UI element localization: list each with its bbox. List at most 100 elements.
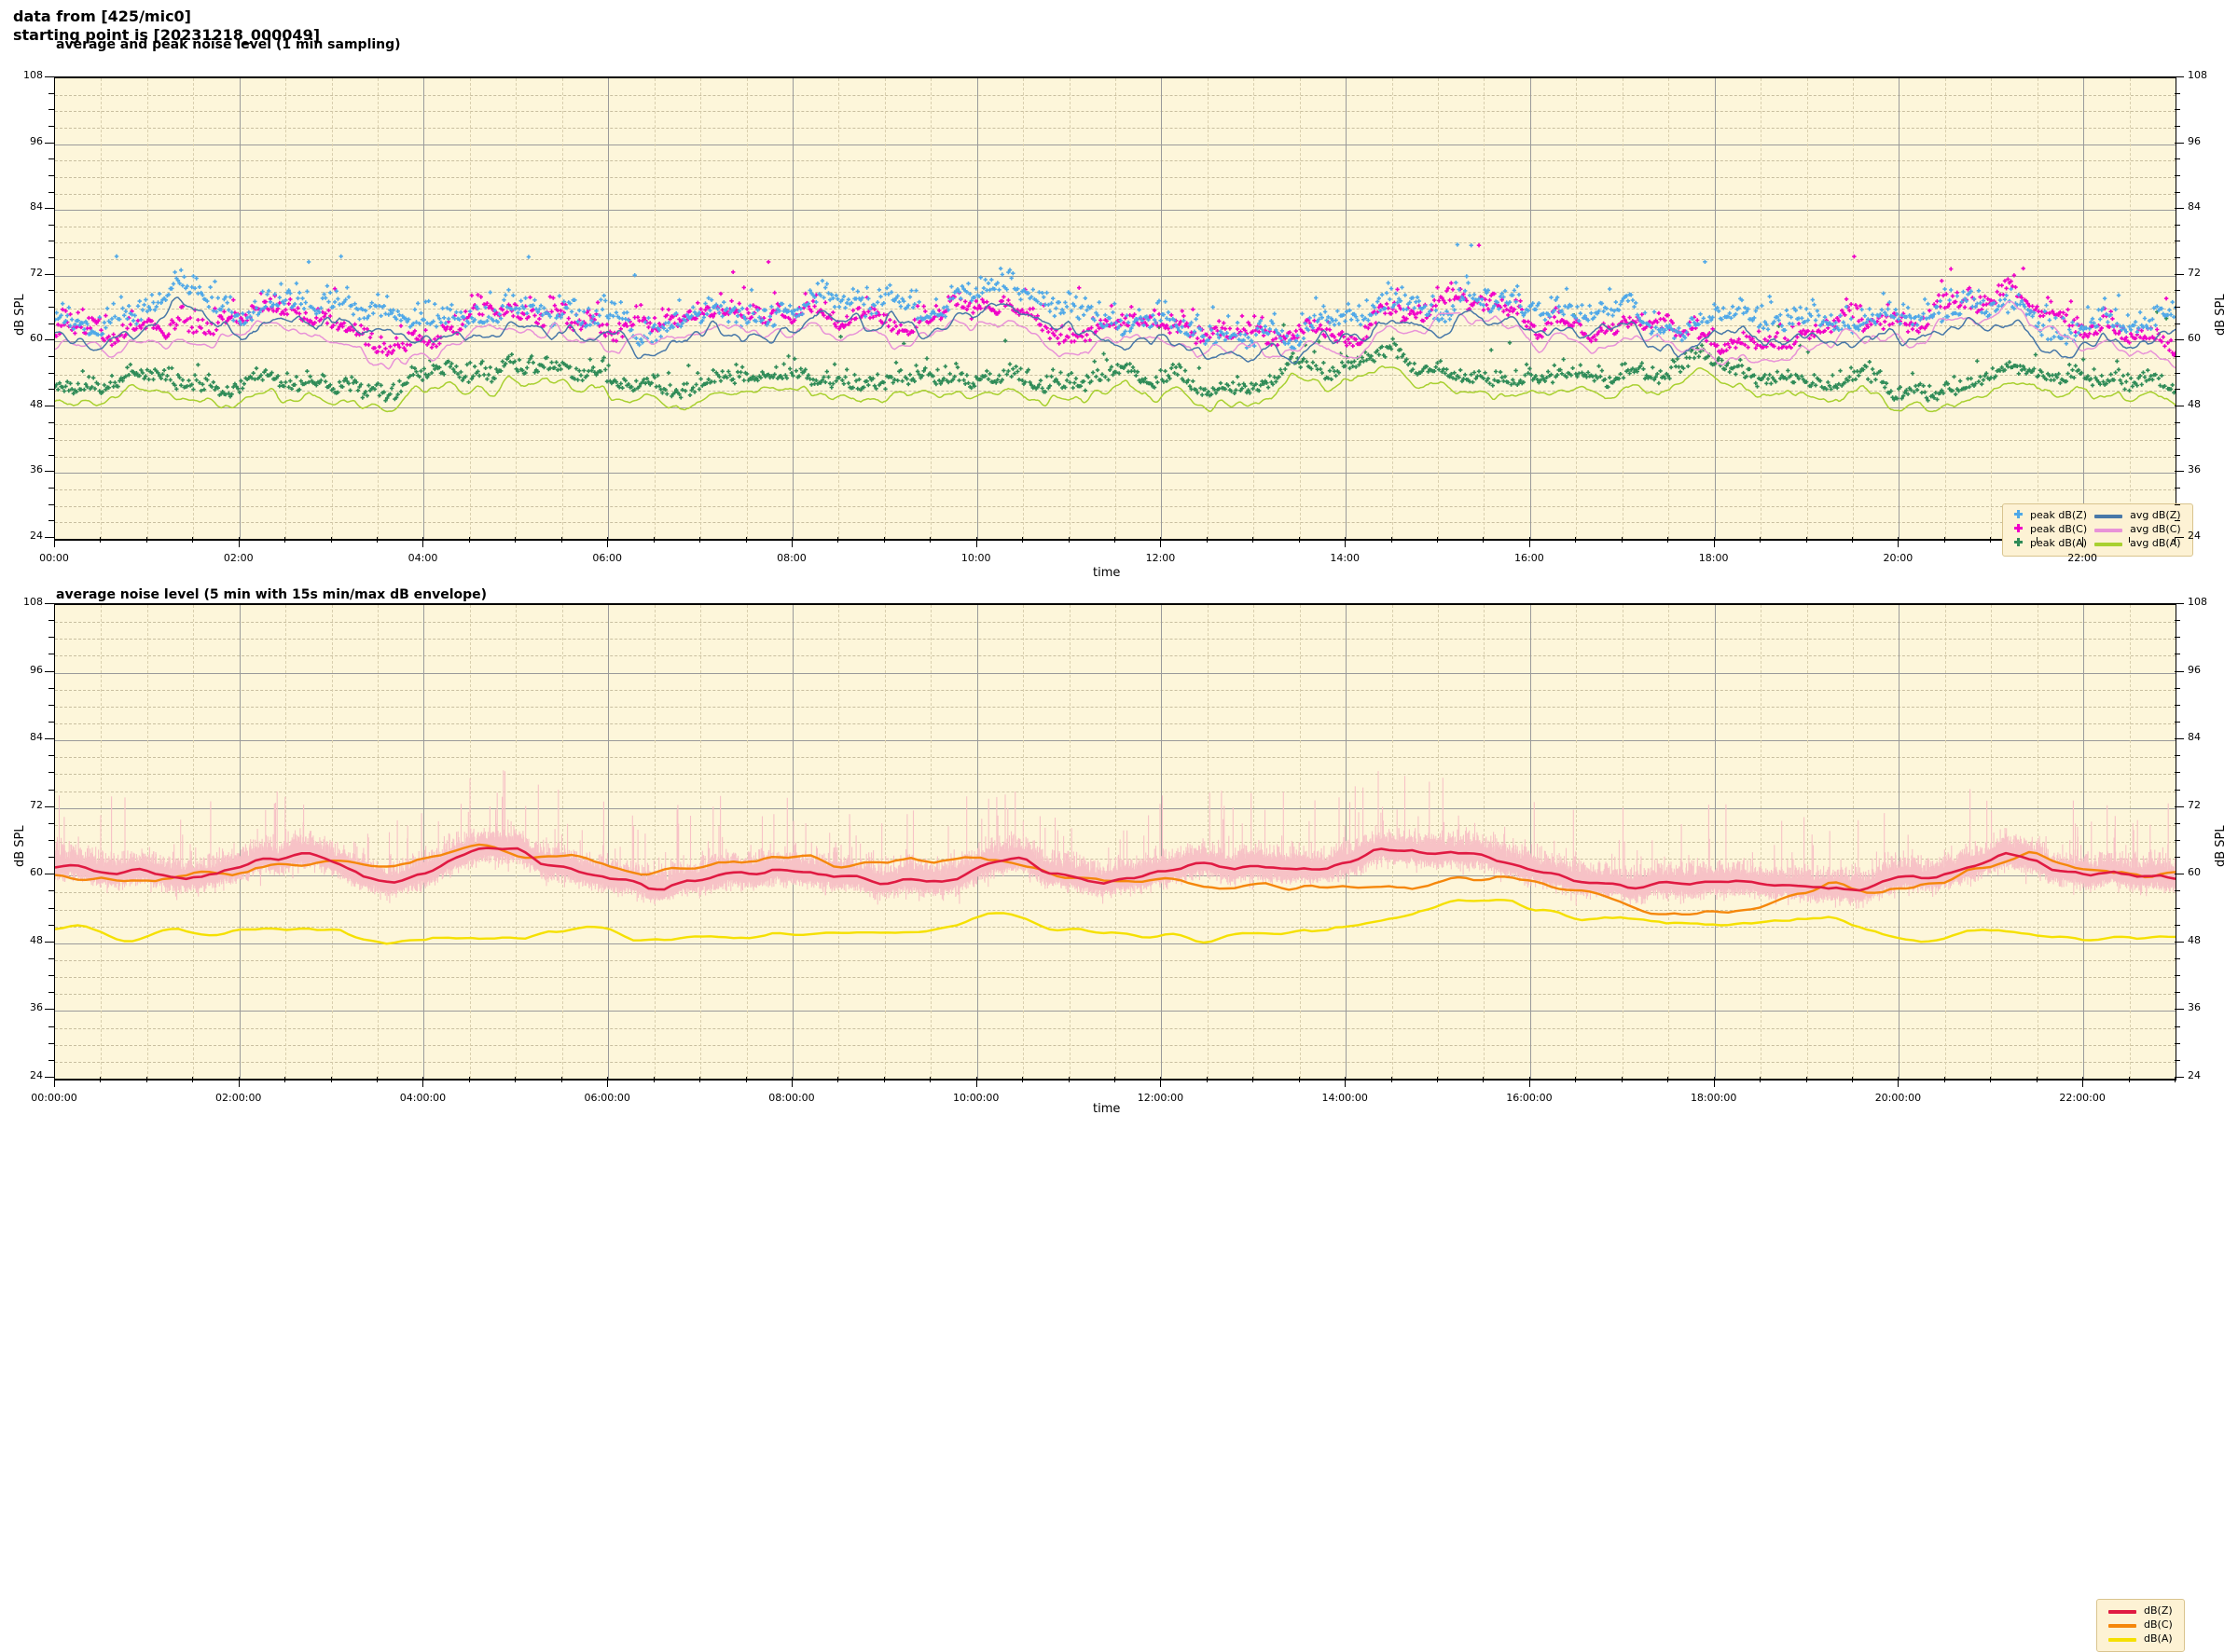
y-tick — [2175, 857, 2180, 859]
x-tick — [192, 1077, 194, 1082]
x-tick — [2175, 1077, 2176, 1082]
y-tick — [48, 421, 54, 423]
panel2-plot-area — [54, 603, 2176, 1081]
x-tick — [975, 537, 977, 547]
y-tick — [2175, 1059, 2180, 1061]
x-tick — [515, 1077, 517, 1082]
y-tick-label: 24 — [2188, 1069, 2201, 1081]
y-tick — [2175, 92, 2180, 94]
legend-line-swatch — [2091, 537, 2126, 551]
y-tick — [48, 174, 54, 176]
gridline-minor-v — [1115, 605, 1116, 1079]
y-tick — [48, 125, 54, 127]
y-tick — [45, 142, 54, 144]
x-tick — [2036, 1077, 2038, 1082]
y-tick — [45, 76, 54, 77]
y-tick — [2175, 503, 2180, 505]
y-tick-label: 36 — [2188, 463, 2201, 476]
gridline-minor-v — [1944, 605, 1946, 1079]
y-tick — [2175, 890, 2180, 892]
gridline-minor-v — [1852, 605, 1854, 1079]
y-tick — [2175, 1009, 2184, 1011]
y-tick — [48, 637, 54, 639]
x-tick — [1667, 537, 1669, 543]
y-tick — [48, 257, 54, 259]
x-tick-label: 12:00 — [1145, 552, 1176, 564]
y-tick — [2175, 907, 2180, 909]
gridline-minor-v — [1069, 78, 1071, 539]
y-tick-label: 72 — [2188, 266, 2201, 279]
y-tick-label: 24 — [30, 1069, 43, 1081]
panel2-title: average noise level (5 min with 15s min/… — [56, 587, 488, 602]
series-avg-dbZ — [55, 296, 2176, 365]
y-tick — [48, 355, 54, 357]
y-tick — [2175, 520, 2180, 522]
y-tick — [48, 822, 54, 824]
gridline-minor-v — [1852, 78, 1854, 539]
y-tick — [45, 941, 54, 943]
x-tick — [330, 1077, 332, 1082]
x-tick — [1667, 1077, 1669, 1082]
series-peak-dbZ — [55, 242, 2176, 351]
x-tick — [1851, 1077, 1853, 1082]
y-tick — [48, 907, 54, 909]
y-tick-label: 84 — [2188, 200, 2201, 213]
x-tick — [1713, 537, 1715, 547]
x-tick-label: 22:00:00 — [2059, 1092, 2106, 1104]
y-tick — [2175, 488, 2180, 489]
y-tick — [48, 92, 54, 94]
y-tick-label: 60 — [30, 866, 43, 879]
y-tick — [48, 454, 54, 456]
x-tick — [1160, 1077, 1162, 1087]
panel2-ylabel-left: dB SPL — [13, 825, 27, 867]
panel1-series-canvas — [55, 242, 2176, 413]
x-tick — [560, 537, 562, 543]
gridline-minor-v — [146, 605, 148, 1079]
x-tick — [1760, 537, 1761, 543]
y-tick — [2175, 975, 2180, 977]
x-tick-label: 20:00 — [1883, 552, 1913, 564]
gridline-major-v — [1899, 78, 1900, 539]
y-tick — [48, 958, 54, 959]
y-tick — [45, 603, 54, 604]
y-tick-label: 84 — [30, 200, 43, 213]
y-tick — [2175, 454, 2180, 456]
gridline-minor-v — [469, 78, 471, 539]
y-tick — [48, 520, 54, 522]
x-tick — [1483, 537, 1485, 543]
x-tick — [930, 537, 932, 543]
gridline-major-v — [1714, 605, 1716, 1079]
x-tick — [1990, 537, 1992, 543]
y-tick-label: 36 — [30, 1001, 43, 1014]
x-tick — [54, 1077, 55, 1087]
legend-marker-swatch — [2010, 523, 2026, 537]
y-tick — [2175, 109, 2180, 111]
y-tick — [2175, 389, 2180, 391]
x-tick — [791, 537, 793, 547]
gridline-minor-v — [700, 605, 702, 1079]
legend-line-swatch — [2105, 1618, 2140, 1632]
legend-row: dB(C) — [2105, 1618, 2176, 1632]
y-tick-label: 84 — [30, 731, 43, 744]
x-tick — [1437, 537, 1439, 543]
gridline-minor-v — [1484, 605, 1485, 1079]
y-tick — [2175, 174, 2180, 176]
x-tick — [607, 537, 609, 547]
gridline-major-v — [2083, 78, 2085, 539]
panel-average-noise: average noise level (5 min with 15s min/… — [0, 578, 2238, 1652]
y-tick-label: 60 — [2188, 332, 2201, 345]
legend-line-label: dB(Z) — [2144, 1604, 2173, 1617]
panel1-plot-area — [54, 76, 2176, 541]
legend-marker-swatch — [2010, 509, 2026, 523]
gridline-minor-v — [1391, 605, 1393, 1079]
x-tick — [837, 1077, 839, 1082]
y-tick — [2175, 537, 2184, 538]
x-tick — [1621, 537, 1623, 543]
legend-line-label: dB(C) — [2144, 1618, 2173, 1631]
legend-line-label: avg dB(C) — [2130, 522, 2181, 535]
series-avg-dbC — [55, 300, 2176, 370]
y-tick — [48, 687, 54, 689]
y-tick — [2175, 738, 2184, 740]
x-tick — [699, 537, 701, 543]
x-tick — [1437, 1077, 1439, 1082]
